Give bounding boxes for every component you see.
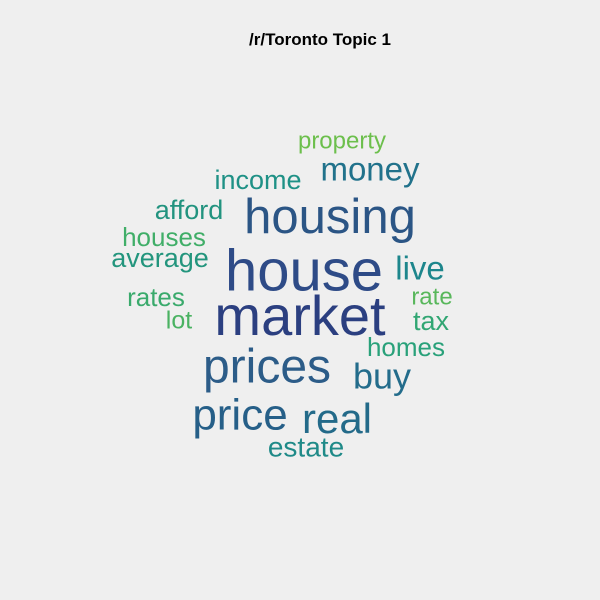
word-tax: tax xyxy=(413,306,450,336)
word-estate: estate xyxy=(268,431,344,462)
word-prices: prices xyxy=(203,341,331,394)
word-housing: housing xyxy=(244,190,416,244)
word-average: average xyxy=(111,243,209,273)
word-rate: rate xyxy=(411,283,452,310)
word-houses: houses xyxy=(122,222,206,252)
word-homes: homes xyxy=(367,332,445,362)
word-buy: buy xyxy=(353,356,411,397)
word-house: house xyxy=(225,238,383,303)
word-afford: afford xyxy=(155,195,224,225)
word-real: real xyxy=(302,395,372,442)
chart-title: /r/Toronto Topic 1 xyxy=(249,30,391,49)
word-rates: rates xyxy=(127,282,185,312)
word-income: income xyxy=(214,165,301,195)
word-property: property xyxy=(298,127,386,154)
word-price: price xyxy=(192,391,287,440)
word-live: live xyxy=(395,250,445,287)
word-market: market xyxy=(214,284,386,347)
word-money: money xyxy=(320,151,420,188)
word-lot: lot xyxy=(166,307,192,335)
